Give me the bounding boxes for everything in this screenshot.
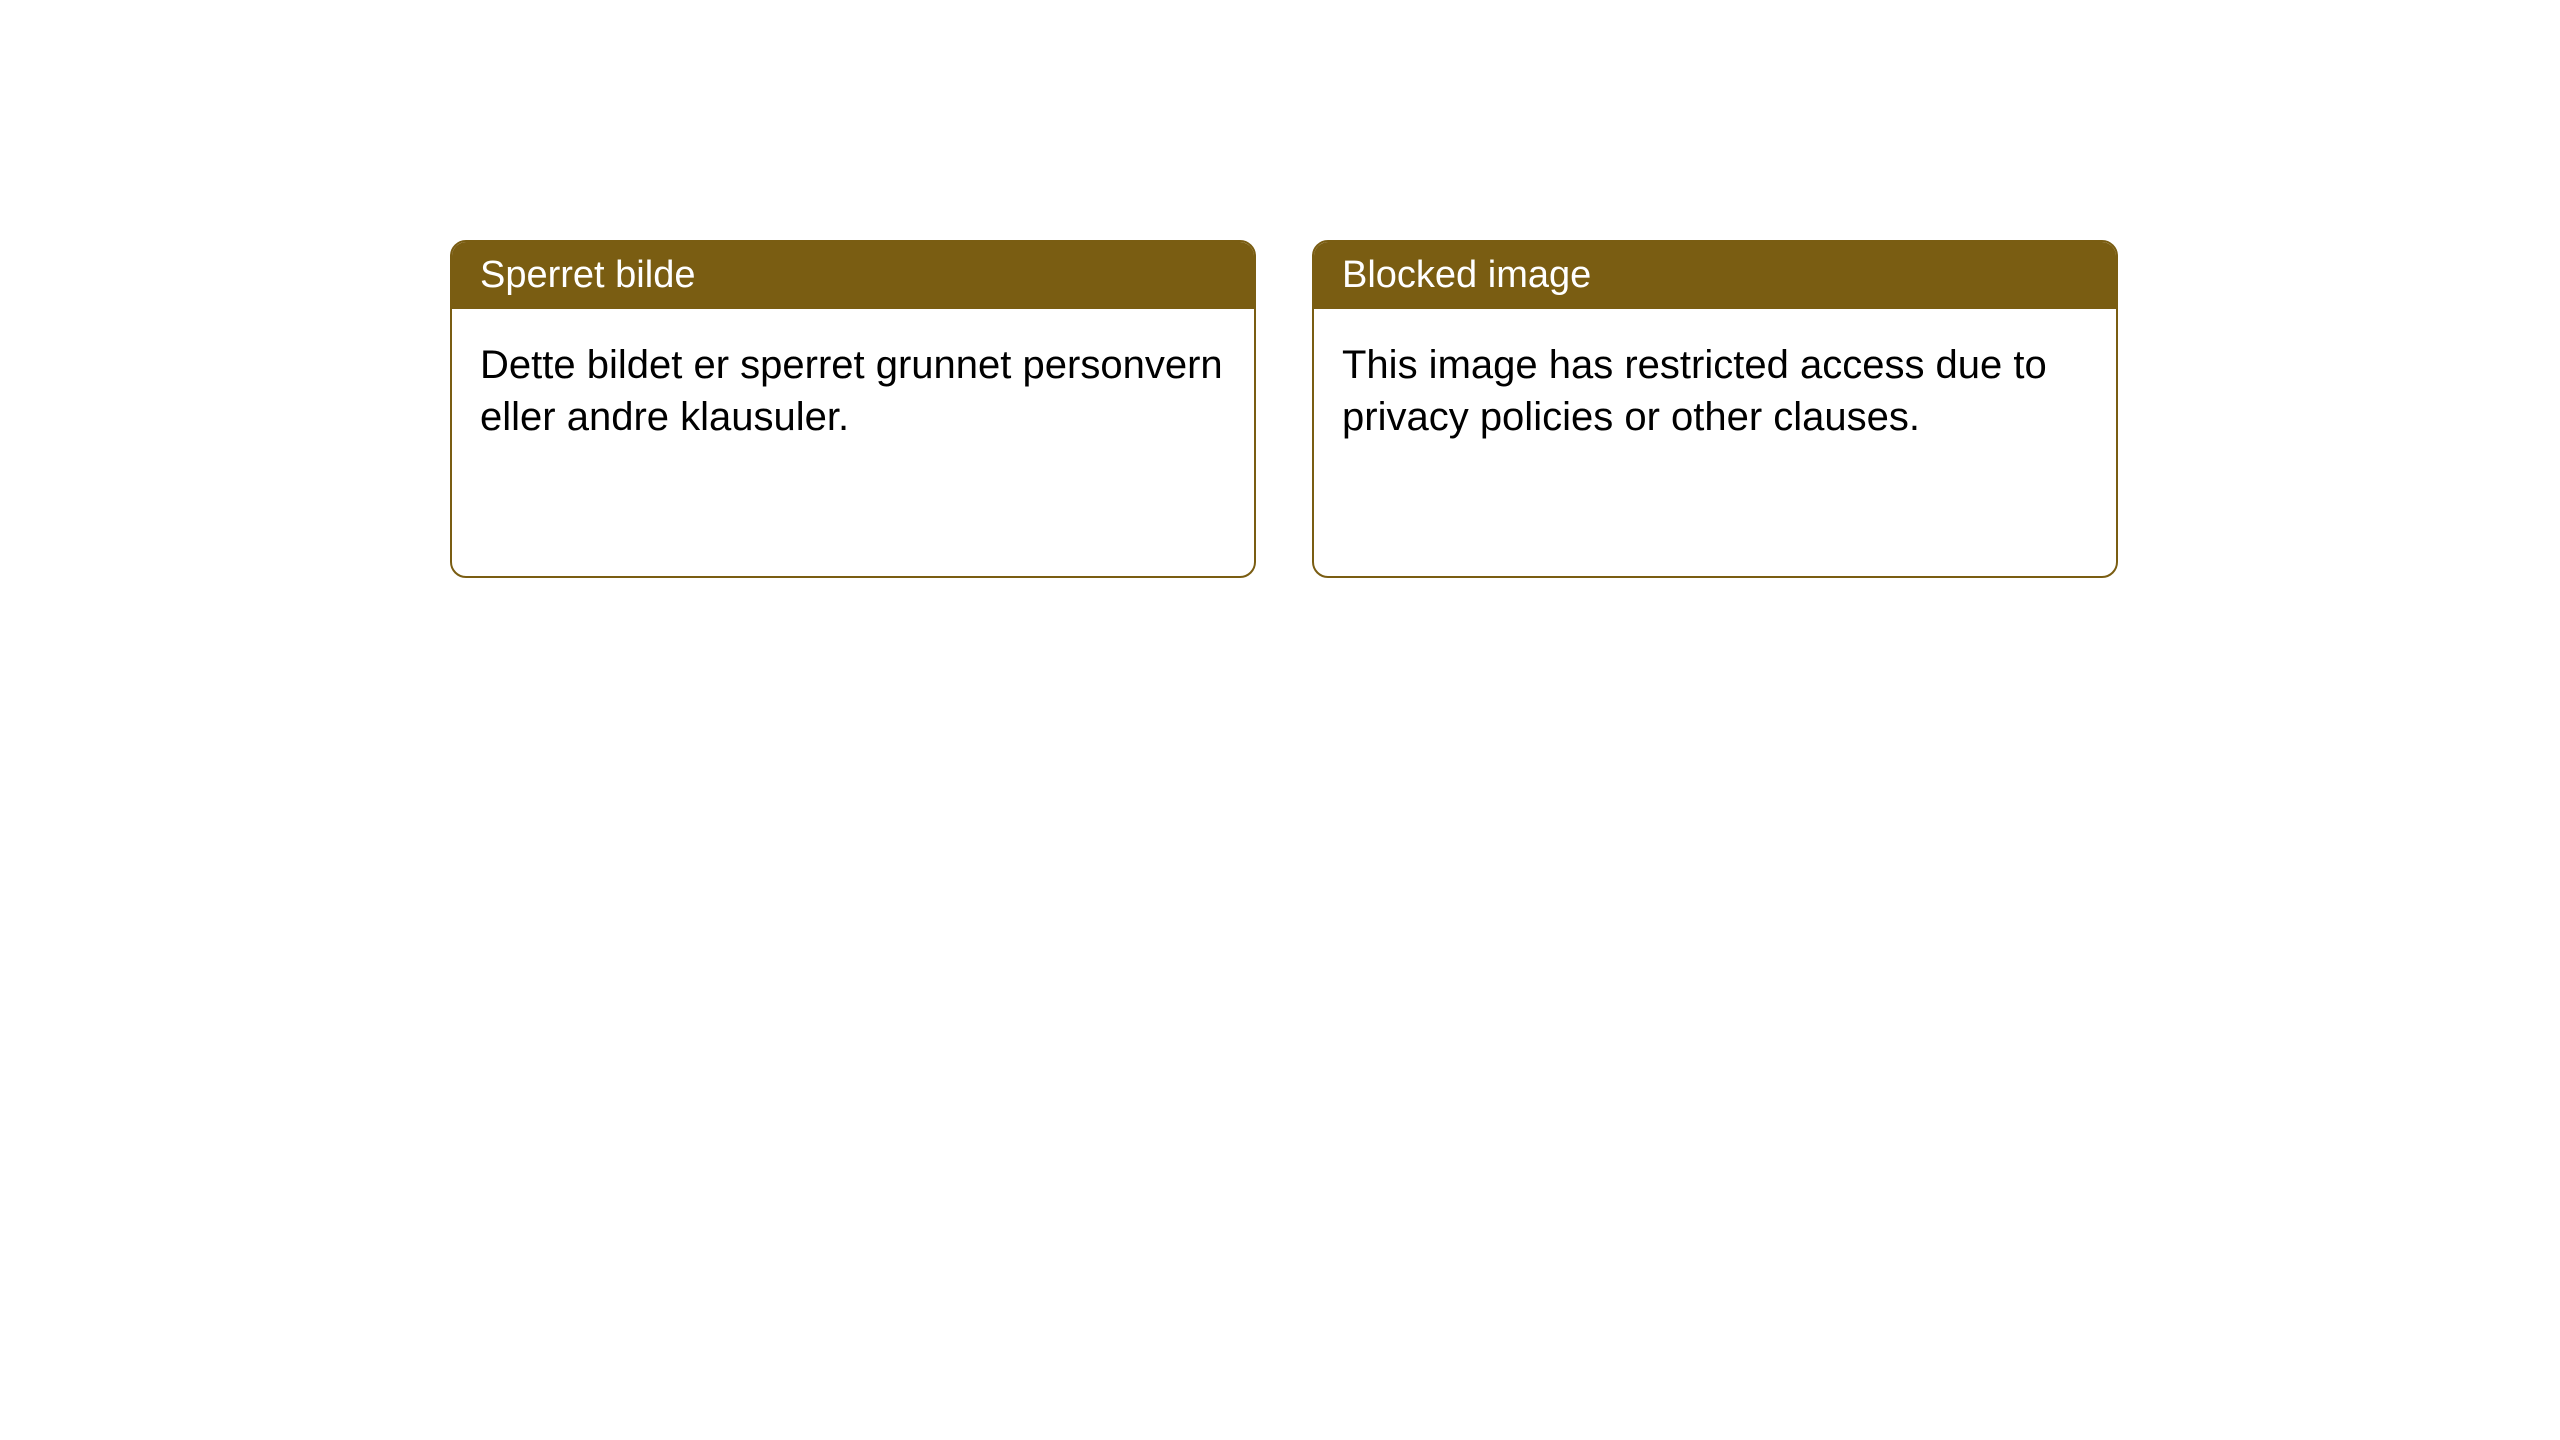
card-body-norwegian: Dette bildet er sperret grunnet personve…: [452, 309, 1254, 473]
card-header-norwegian: Sperret bilde: [452, 242, 1254, 309]
card-header-english: Blocked image: [1314, 242, 2116, 309]
card-body-english: This image has restricted access due to …: [1314, 309, 2116, 473]
card-english: Blocked image This image has restricted …: [1312, 240, 2118, 578]
card-norwegian: Sperret bilde Dette bildet er sperret gr…: [450, 240, 1256, 578]
cards-container: Sperret bilde Dette bildet er sperret gr…: [450, 240, 2118, 578]
